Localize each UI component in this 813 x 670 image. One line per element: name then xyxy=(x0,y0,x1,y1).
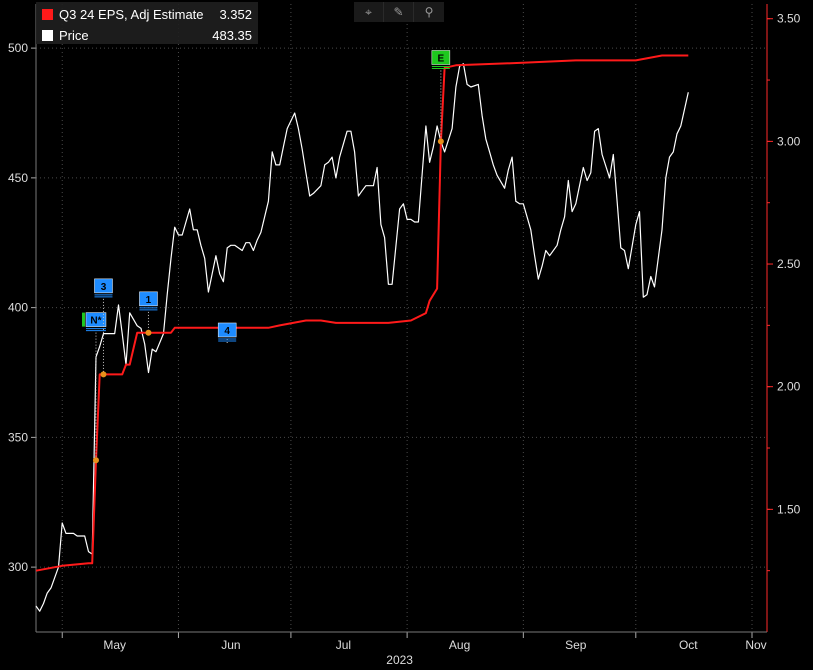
pencil-icon[interactable]: ✎ xyxy=(384,2,414,22)
series-layer xyxy=(35,54,689,612)
event-marker-box xyxy=(94,278,113,294)
x-tick-label: Oct xyxy=(679,638,698,652)
legend-value-price: 483.35 xyxy=(212,27,252,43)
event-flag-icon xyxy=(81,312,85,327)
x-tick-label: May xyxy=(103,638,126,652)
x-tick-label: Nov xyxy=(745,638,766,652)
legend-swatch-price xyxy=(42,29,53,41)
event-marker-box xyxy=(431,50,451,65)
event-dot xyxy=(92,457,99,464)
events-layer: N* 3 1 4 E xyxy=(81,50,451,464)
right-tick-label: 3.50 xyxy=(777,12,801,26)
legend-label-price: Price xyxy=(59,27,89,43)
event-marker-label: 1 xyxy=(146,295,152,306)
event-dot xyxy=(100,371,107,378)
event-marker-box xyxy=(217,322,237,338)
crosshair-icon[interactable]: ⌖ xyxy=(354,2,384,22)
grid-lines xyxy=(36,4,767,632)
event-marker-label: 4 xyxy=(224,326,230,337)
event-marker-label: E xyxy=(438,53,445,64)
legend: Q3 24 EPS, Adj Estimate 3.352 Price 483.… xyxy=(36,2,258,44)
x-tick-label: Jun xyxy=(221,638,240,652)
x-tick-label: Sep xyxy=(565,638,587,652)
left-tick-label: 450 xyxy=(8,171,28,185)
event-marker-box xyxy=(139,291,158,307)
left-tick-label: 500 xyxy=(8,41,28,55)
event-dot xyxy=(145,329,152,336)
zoom-icon[interactable]: ⚲ xyxy=(424,5,434,19)
price-line xyxy=(35,63,689,612)
event-marker-box xyxy=(85,312,107,327)
left-tick-label: 300 xyxy=(8,560,28,574)
right-tick-label: 1.50 xyxy=(777,502,801,516)
eps-estimate-line xyxy=(35,54,689,572)
x-year-label: 2023 xyxy=(386,653,413,667)
legend-item-price[interactable]: Price 483.35 xyxy=(36,23,258,44)
chart-toolbar: ⌖ ✎ ⚲ xyxy=(354,2,444,22)
axes: 300 350 400 450 500 1.50 2.00 2.50 3.00 3.50 May Ju… xyxy=(8,4,801,667)
legend-swatch-eps xyxy=(42,8,53,20)
right-tick-label: 2.00 xyxy=(777,380,801,394)
event-marker-label: 3 xyxy=(101,282,107,293)
right-tick-label: 2.50 xyxy=(777,257,801,271)
left-tick-label: 350 xyxy=(8,430,28,444)
left-tick-label: 400 xyxy=(8,301,28,315)
legend-label-eps: Q3 24 EPS, Adj Estimate xyxy=(59,6,204,22)
event-dot xyxy=(437,138,444,145)
legend-item-eps[interactable]: Q3 24 EPS, Adj Estimate 3.352 xyxy=(36,2,258,23)
event-marker-label: N* xyxy=(90,316,101,327)
right-tick-label: 3.00 xyxy=(777,134,801,148)
x-tick-label: Aug xyxy=(449,638,470,652)
x-tick-label: Jul xyxy=(336,638,351,652)
legend-value-eps: 3.352 xyxy=(219,6,252,22)
